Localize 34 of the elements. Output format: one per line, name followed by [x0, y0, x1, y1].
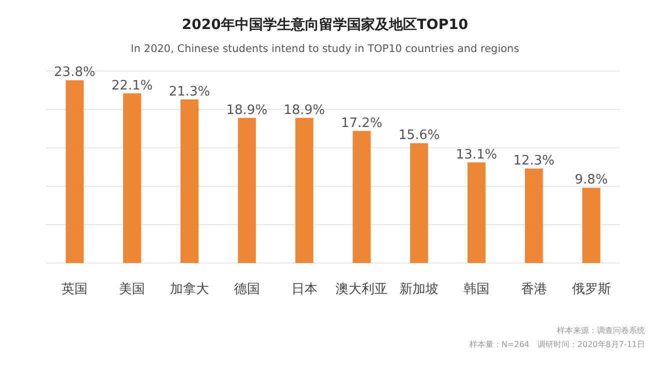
bar: [180, 99, 198, 263]
data-label: 22.1%: [111, 78, 153, 94]
data-label: 15.6%: [398, 128, 440, 144]
x-tick-label: 澳大利亚: [336, 282, 388, 297]
bar: [66, 80, 84, 263]
data-label: 18.9%: [284, 102, 325, 118]
x-tick-label: 英国: [62, 282, 88, 297]
data-label: 21.3%: [168, 84, 210, 100]
text: 样本来源：调查问卷系统: [557, 326, 645, 335]
chart-title: 2020年中国学生意向留学国家及地区TOP10: [182, 16, 468, 33]
data-label: 18.9%: [226, 102, 268, 118]
bar: [352, 130, 371, 263]
bar: [295, 118, 314, 263]
data-label: 12.3%: [513, 154, 555, 169]
bar: [582, 188, 600, 263]
bar: [410, 143, 428, 263]
x-tick-label: 德国: [234, 282, 260, 297]
x-tick-label: 日本: [291, 282, 318, 297]
x-tick-label: 加拿大: [170, 282, 209, 297]
x-tick-label: 韩国: [464, 282, 490, 297]
bar: [238, 118, 256, 263]
x-tick-label: 美国: [119, 281, 146, 297]
bar: [524, 168, 543, 263]
data-label: 17.2%: [341, 116, 382, 131]
text: 样本量：N=264 调研时间：2020年8月7-11日: [469, 340, 645, 349]
x-tick-label: 新加坡: [400, 282, 439, 297]
data-label: 13.1%: [456, 147, 498, 162]
bar: [123, 93, 142, 263]
data-label: 23.8%: [54, 65, 96, 80]
data-label: 9.8%: [574, 172, 608, 188]
bar: [468, 162, 486, 263]
x-tick-label: 俄罗斯: [572, 282, 611, 297]
x-tick-label: 香港: [520, 282, 547, 297]
chart-subtitle: In 2020, Chinese students intend to study in TOP10 countries and regions: [130, 43, 520, 55]
